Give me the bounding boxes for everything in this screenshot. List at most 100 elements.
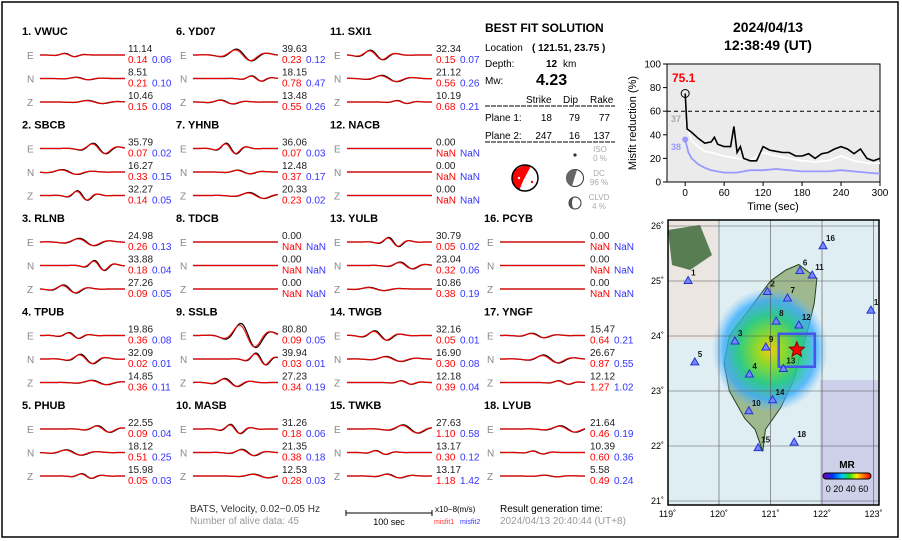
component-label: N (334, 449, 341, 460)
peak-amplitude: 21.35 (282, 442, 307, 453)
synthetic-trace (193, 378, 278, 387)
depth-unit: km (563, 59, 576, 70)
misfit2-value: 0.24 (614, 476, 634, 487)
peak-amplitude: 12.48 (282, 161, 307, 172)
station-marker[interactable] (778, 363, 789, 372)
peak-amplitude: 13.48 (282, 91, 307, 102)
location-value: ( 121.51, 23.75 ) (532, 43, 605, 54)
station-title: 4. TPUB (22, 307, 64, 319)
misfit1-value: 0.05 (436, 336, 456, 347)
misfit2-value: 0.19 (306, 383, 326, 394)
station-marker[interactable] (818, 240, 828, 250)
peak-amplitude: 14.85 (128, 372, 153, 383)
station-marker[interactable] (730, 335, 740, 345)
station-number: 11 (815, 263, 824, 272)
station-marker[interactable] (761, 341, 771, 351)
misfit1-value: 0.46 (590, 429, 610, 440)
header-dip: Dip (563, 95, 578, 106)
misfit1-value: 1.10 (436, 429, 456, 440)
synthetic-trace (347, 450, 432, 455)
station-marker[interactable] (771, 316, 782, 325)
misfit2-value: NaN (306, 289, 326, 300)
station-marker[interactable] (683, 275, 693, 284)
misfit1-value: 0.07 (282, 149, 302, 160)
best-solution-marker (680, 89, 690, 98)
plane1-rake: 77 (599, 113, 611, 124)
misfit2-value: 0.08 (460, 359, 480, 370)
x-tick-label: 120 (755, 188, 772, 199)
station-marker[interactable] (744, 368, 755, 378)
station-marker[interactable] (753, 442, 764, 452)
station-marker[interactable] (789, 437, 800, 446)
synthetic-trace (347, 473, 432, 479)
component-label: N (27, 449, 34, 460)
station-title: 12. NACB (330, 120, 380, 132)
blue-mr-annotation: 38 (671, 142, 681, 152)
synthetic-trace (193, 449, 278, 457)
plane2-dip: 16 (569, 131, 581, 142)
solution-title: BEST FIT SOLUTION (485, 21, 604, 35)
station-marker[interactable] (866, 305, 876, 314)
station-marker[interactable] (767, 394, 778, 404)
station-marker[interactable] (762, 286, 773, 295)
synthetic-trace (347, 100, 432, 104)
misfit2-value: 0.05 (152, 289, 172, 300)
peak-amplitude: 5.58 (590, 465, 610, 476)
component-label: E (180, 145, 187, 156)
misfit2-value: 0.55 (614, 359, 634, 370)
synthetic-trace (39, 169, 125, 175)
station-marker[interactable] (793, 319, 804, 329)
station-marker[interactable] (744, 405, 754, 415)
misfit1-value: 0.05 (436, 242, 456, 253)
depth-value: 12 (546, 59, 558, 70)
lat-tick-label: 21˚ (651, 496, 664, 506)
synthetic-trace (40, 354, 125, 365)
iso-label: ISO (593, 145, 607, 154)
station-marker[interactable] (689, 356, 700, 366)
station-marker[interactable] (807, 269, 818, 279)
peak-amplitude: 32.09 (128, 348, 153, 359)
misfit2-value: 0.10 (152, 79, 172, 90)
station-7: 7. YHNB E 36.060.07 0.03 N 12.480.37 0.17 Z 20.3… (176, 120, 326, 207)
component-label: Z (27, 472, 33, 483)
mw-label: Mw: (485, 76, 503, 87)
colorbar (822, 472, 872, 480)
misfit1-value: NaN (282, 289, 302, 300)
synthetic-trace (40, 76, 125, 81)
filter-info: BATS, Velocity, 0.02−0.05 Hz (190, 504, 320, 515)
misfit2-value: 0.21 (460, 102, 480, 113)
synthetic-trace (347, 356, 432, 363)
peak-amplitude: 0.00 (590, 278, 610, 289)
plane2-strike: 247 (535, 131, 552, 142)
station-title: 9. SSLB (176, 307, 218, 319)
station-marker[interactable] (794, 265, 805, 275)
y-tick-label: 60 (650, 107, 662, 118)
synthetic-trace (347, 262, 433, 270)
station-13: 13. YULB E 30.790.05 0.02 N 23.040.32 0.06 Z 10.… (330, 213, 480, 300)
misfit2-value: 0.36 (614, 453, 634, 464)
misfit1-value: 0.56 (436, 79, 456, 90)
misfit2-value: NaN (460, 172, 480, 183)
station-title: 18. LYUB (484, 400, 531, 412)
y-axis-label: Misfit reduction (%) (627, 76, 639, 170)
component-label: E (334, 145, 341, 156)
component-label: Z (487, 379, 493, 390)
misfit2-value: 0.06 (306, 429, 326, 440)
misfit1-value: 0.14 (128, 196, 148, 207)
misfit1-value: 0.15 (436, 55, 456, 66)
component-label: N (180, 449, 187, 460)
x-tick-label: 0 (682, 188, 688, 199)
peak-amplitude: 10.86 (436, 278, 461, 289)
synthetic-trace (193, 99, 278, 105)
synthetic-trace (193, 473, 279, 479)
plane2-label: Plane 2: (485, 131, 522, 142)
peak-amplitude: 0.00 (590, 255, 610, 266)
station-marker[interactable] (782, 293, 793, 302)
component-label: N (27, 75, 34, 86)
